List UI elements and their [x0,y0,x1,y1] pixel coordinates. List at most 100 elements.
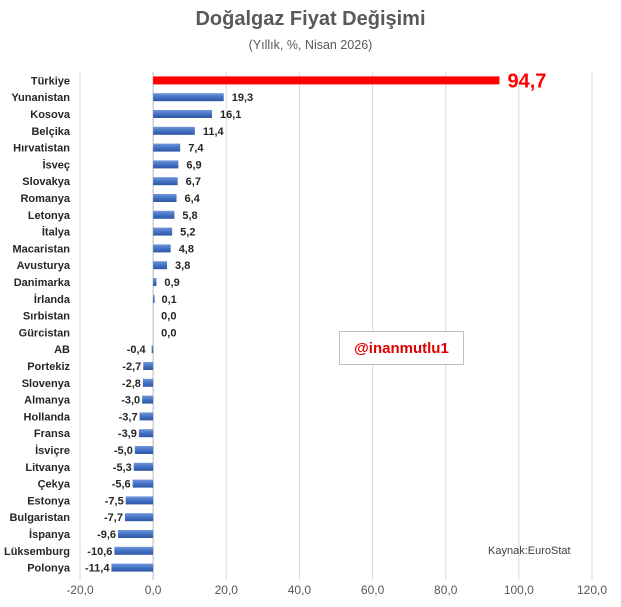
data-label: -2,7 [122,361,141,373]
bar [153,110,213,118]
category-label: Slovenya [22,378,71,390]
bar [124,513,154,522]
category-label: Yunanistan [11,92,70,104]
category-label: İsviçre [35,444,70,457]
bar [138,429,154,438]
bar [153,278,157,286]
data-label: -3,9 [118,428,137,440]
category-label: Bulgaristan [9,512,70,524]
x-tick-label: 40,0 [288,583,312,597]
bar [114,546,154,555]
data-label: -9,6 [97,529,116,541]
data-label: 0,1 [162,294,177,306]
bar [132,479,154,488]
data-label: -2,8 [122,378,141,390]
bar [142,395,154,404]
bar [153,126,195,135]
x-tick-label: 60,0 [361,583,385,597]
x-tick-label: -20,0 [66,583,94,597]
category-label: İspanya [29,528,71,541]
bar [118,530,154,538]
x-tick-label: 0,0 [145,583,162,597]
category-label: Belçika [31,126,70,138]
bar [153,227,173,236]
x-tick-label: 20,0 [215,583,239,597]
data-label: 6,7 [186,176,201,188]
data-label: -0,4 [127,344,147,356]
category-label: Lüksemburg [4,546,70,558]
data-label: 5,2 [180,227,195,239]
bar [153,261,168,270]
bar [139,412,154,421]
category-label: İsveç [42,158,70,171]
category-label: Avusturya [17,260,71,272]
data-label: -5,0 [114,445,133,457]
source-note: Kaynak:EuroStat [488,545,571,557]
category-label: Romanya [20,193,70,205]
bar [153,76,500,85]
data-label: -3,7 [119,411,138,423]
data-label: 0,0 [161,327,176,339]
data-label: 3,8 [175,260,190,272]
category-label: Türkiye [31,75,70,87]
category-label: Kosova [30,109,71,121]
data-label: 7,4 [188,143,204,155]
bar [153,194,177,202]
bar [153,244,171,253]
category-label: Almanya [24,395,71,407]
category-label: Gürcistan [19,327,71,339]
data-label: -10,6 [87,546,112,558]
bar [125,496,154,505]
bar [153,210,175,219]
bar [133,462,154,471]
bar [153,160,179,169]
data-label: 0,0 [161,311,176,323]
data-label: -5,3 [113,462,132,474]
category-label: Litvanya [25,462,71,474]
chart-subtitle: (Yıllık, %, Nisan 2026) [248,38,373,52]
category-label: AB [54,344,70,356]
category-label: Çekya [38,479,71,491]
x-tick-label: 120,0 [577,583,607,597]
data-label: 11,4 [203,126,225,138]
bar [142,378,154,387]
category-label: Hırvatistan [13,143,70,155]
x-tick-label: 80,0 [434,583,458,597]
data-label: -5,6 [112,479,131,491]
category-label: İtalya [42,226,71,239]
category-label: Letonya [28,210,71,222]
bar [134,446,154,454]
chart-title: Doğalgaz Fiyat Değişimi [195,8,426,30]
data-label: 19,3 [232,92,253,104]
data-label: -11,4 [85,563,110,575]
watermark-label: @inanmutlu1 [339,331,464,365]
data-label: 6,9 [186,159,201,171]
bar [153,143,181,152]
category-label: Polonya [27,563,71,575]
data-label: 0,9 [164,277,179,289]
category-label: Macaristan [13,243,71,255]
category-label: Fransa [34,428,71,440]
data-label: 16,1 [220,109,241,121]
bar [153,294,155,303]
bar [153,93,224,102]
bar [153,177,178,186]
category-label: Portekiz [27,361,70,373]
data-label: -7,5 [105,495,124,507]
data-label: 6,4 [185,193,201,205]
bar [151,345,154,354]
category-label: Slovakya [22,176,71,188]
category-label: Hollanda [24,411,71,423]
category-label: Sırbistan [23,311,70,323]
data-label: 5,8 [182,210,197,222]
data-label: 4,8 [179,243,194,255]
category-label: Danimarka [14,277,71,289]
data-label: 94,7 [507,70,546,92]
data-label: -7,7 [104,512,123,524]
bar [111,563,154,572]
category-label: Estonya [27,495,71,507]
data-label: -3,0 [121,395,140,407]
category-label: İrlanda [34,293,71,306]
